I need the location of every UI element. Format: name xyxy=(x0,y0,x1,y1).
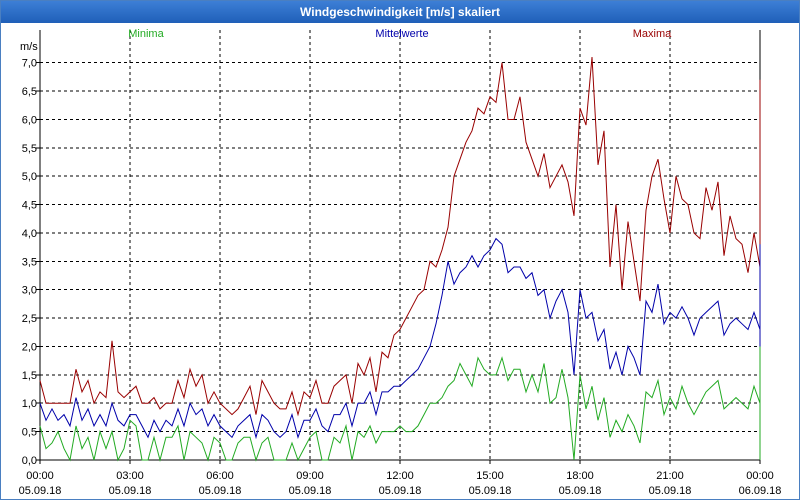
x-tick-date: 05.09.18 xyxy=(289,485,332,497)
window-title: Windgeschwindigkeit [m/s] skaliert xyxy=(1,1,799,23)
y-tick-label: 7,0 xyxy=(22,58,37,70)
axes xyxy=(36,30,761,464)
x-tick-date: 05.09.18 xyxy=(559,485,602,497)
y-tick-label: 1,0 xyxy=(22,398,37,410)
series-line-maxima xyxy=(39,56,761,426)
x-tick-time: 03:00 xyxy=(116,470,144,482)
x-tick-time: 00:00 xyxy=(746,470,774,482)
x-tick-date: 05.09.18 xyxy=(469,485,512,497)
x-tick-labels: 00:00 05.09.18 03:00 05.09.18 06:00 05.09.18 0… xyxy=(19,470,782,497)
x-tick-date: 05.09.18 xyxy=(109,485,152,497)
x-tick-time: 12:00 xyxy=(386,470,414,482)
y-tick-label: 0,5 xyxy=(22,427,37,439)
legend-minima: Minima xyxy=(128,28,164,40)
x-tick-time: 15:00 xyxy=(476,470,504,482)
grid xyxy=(40,30,760,461)
x-tick-time: 18:00 xyxy=(566,470,594,482)
y-tick-label: 1,5 xyxy=(22,370,37,382)
y-tick-label: 6,0 xyxy=(22,114,37,126)
y-tick-label: 4,5 xyxy=(22,200,37,212)
y-tick-label: 0,0 xyxy=(22,455,37,467)
x-tick-time: 09:00 xyxy=(296,470,324,482)
y-tick-label: 3,5 xyxy=(22,256,37,268)
series-line-minima xyxy=(39,346,761,462)
x-tick-date: 05.09.18 xyxy=(379,485,422,497)
x-tick-date: 05.09.18 xyxy=(649,485,692,497)
series-group xyxy=(39,56,761,462)
x-tick-date: 06.09.18 xyxy=(739,485,782,497)
x-tick-date: 05.09.18 xyxy=(19,485,62,497)
y-tick-label: 6,5 xyxy=(22,86,37,98)
y-tick-labels: 0,0 0,5 1,0 1,5 2,0 2,5 3,0 3,5 4,0 4,5 5,0 5,5 6,0 6… xyxy=(22,58,37,467)
y-tick-label: 3,0 xyxy=(22,285,37,297)
x-tick-date: 05.09.18 xyxy=(199,485,242,497)
x-tick-time: 21:00 xyxy=(656,470,684,482)
y-tick-label: 4,0 xyxy=(22,228,37,240)
y-tick-label: 5,5 xyxy=(22,143,37,155)
y-axis-label: m/s xyxy=(20,41,38,53)
legend-mittelwerte: Mittelwerte xyxy=(375,28,428,40)
legend-maxima: Maxima xyxy=(633,28,672,40)
y-tick-label: 2,5 xyxy=(22,313,37,325)
x-tick-time: 00:00 xyxy=(26,470,54,482)
y-tick-label: 2,0 xyxy=(22,341,37,353)
x-tick-time: 06:00 xyxy=(206,470,234,482)
y-tick-label: 5,0 xyxy=(22,171,37,183)
